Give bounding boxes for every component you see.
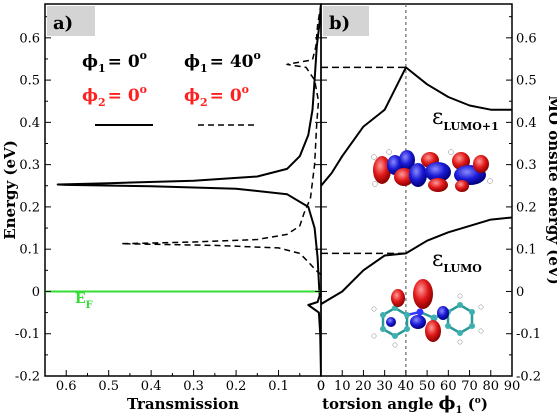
fermi-label: EF	[75, 291, 93, 311]
panel-a-series	[56, 4, 321, 376]
y-tick-label: 0.1	[19, 243, 40, 258]
legend-entry-solid: ϕ1 = 0o ϕ2 = 0o	[82, 49, 153, 126]
y-tick-label: 0.5	[516, 74, 537, 89]
x-tick-label: 0.5	[98, 379, 119, 394]
mo-energy-lumo	[321, 216, 512, 305]
x-tick-label: 0.4	[141, 379, 162, 394]
x-tick-label: 0.2	[226, 379, 247, 394]
legend-solid-phi2: ϕ2 = 0o	[82, 83, 147, 109]
panel-a: -0.2 -0.1 0 0.1 0.2 0.3 0.4 0.5 0.6 0.6 0.5 0.4 0.3…	[1, 3, 325, 413]
panel-a-label-bg	[47, 6, 95, 36]
x-tick-label: 60	[440, 379, 457, 394]
transmission-curve-solid	[56, 4, 321, 376]
y-tick-label: 0.4	[19, 116, 40, 131]
legend-solid-phi1: ϕ1 = 0o	[82, 49, 147, 75]
y-tick-label: 0.2	[19, 200, 40, 215]
legend-dashed-phi2: ϕ2 = 0o	[184, 83, 249, 109]
x-tick-label: 0.6	[56, 379, 77, 394]
lumo-label: εLUMO	[432, 247, 482, 275]
y-tick-label: 0.3	[516, 158, 537, 173]
x-tick-label: 40	[398, 379, 415, 394]
y-tick-label: 0.6	[516, 31, 537, 46]
panel-b-label: b)	[329, 13, 350, 34]
x-tick-label: 50	[419, 379, 436, 394]
y-tick-label: -0.1	[15, 327, 40, 342]
panel-a-x-axis-title: Transmission	[127, 395, 239, 413]
x-tick-label: 0.1	[268, 379, 289, 394]
legend-entry-dashed: ϕ1 = 40o ϕ2 = 0o	[184, 49, 261, 126]
panel-b-x-ticks: 0 10 20 30 40 50 60 70 80 90	[317, 370, 520, 394]
y-tick-label: 0.6	[19, 31, 40, 46]
x-tick-label: 10	[334, 379, 351, 394]
x-tick-label: 80	[483, 379, 500, 394]
x-tick-label: 20	[355, 379, 372, 394]
panel-a-x-ticks: 0.6 0.5 0.4 0.3 0.2 0.1 0	[44, 370, 325, 394]
panel-b: -0.2 -0.1 0 0.1 0.2 0.3 0.4 0.5 0.6 0 10 20 30 40 50 6…	[317, 3, 557, 416]
panel-a-y-axis-title: Energy (eV)	[1, 140, 19, 240]
panel-b-y-ticks: -0.2 -0.1 0 0.1 0.2 0.3 0.4 0.5 0.6	[321, 16, 541, 385]
y-tick-label: -0.1	[516, 327, 541, 342]
y-tick-label: 0.5	[19, 74, 40, 89]
panel-b-label-bg	[323, 6, 369, 36]
x-tick-label: 90	[504, 379, 521, 394]
panel-a-label: a)	[53, 13, 73, 34]
y-tick-label: -0.2	[516, 370, 541, 385]
y-tick-label: 0	[516, 285, 524, 300]
x-tick-label: 30	[376, 379, 393, 394]
y-tick-label: 0.3	[19, 158, 40, 173]
y-tick-label: 0.1	[516, 243, 537, 258]
mo-energy-lumo-plus-1	[321, 66, 512, 187]
lumo-plus-1-orbital-image	[371, 149, 493, 192]
x-tick-label: 0	[317, 379, 325, 394]
panel-b-x-axis-title: torsion angle ϕ1 (o)	[322, 393, 488, 416]
y-tick-label: 0	[32, 285, 40, 300]
panel-b-frame	[320, 3, 513, 377]
x-tick-label: 70	[461, 379, 478, 394]
panel-b-series	[321, 66, 512, 305]
panel-a-y-ticks: -0.2 -0.1 0 0.1 0.2 0.3 0.4 0.5 0.6	[15, 16, 321, 385]
y-tick-label: 0.4	[516, 116, 537, 131]
legend-panel-a: ϕ1 = 0o ϕ2 = 0o ϕ1 = 40o ϕ2 = 0o	[82, 49, 261, 126]
y-tick-label: 0.2	[516, 200, 537, 215]
legend-dashed-phi1: ϕ1 = 40o	[184, 49, 261, 75]
x-tick-label: 0	[317, 379, 325, 394]
y-tick-label: -0.2	[15, 370, 40, 385]
x-tick-label: 0.3	[183, 379, 204, 394]
transmission-curve-dashed	[120, 4, 321, 276]
lumo-orbital-image	[371, 279, 484, 348]
lumo-plus-1-label: εLUMO+1	[432, 105, 499, 133]
panel-b-y-axis-title: MO onsite energy (eV)	[545, 95, 557, 284]
